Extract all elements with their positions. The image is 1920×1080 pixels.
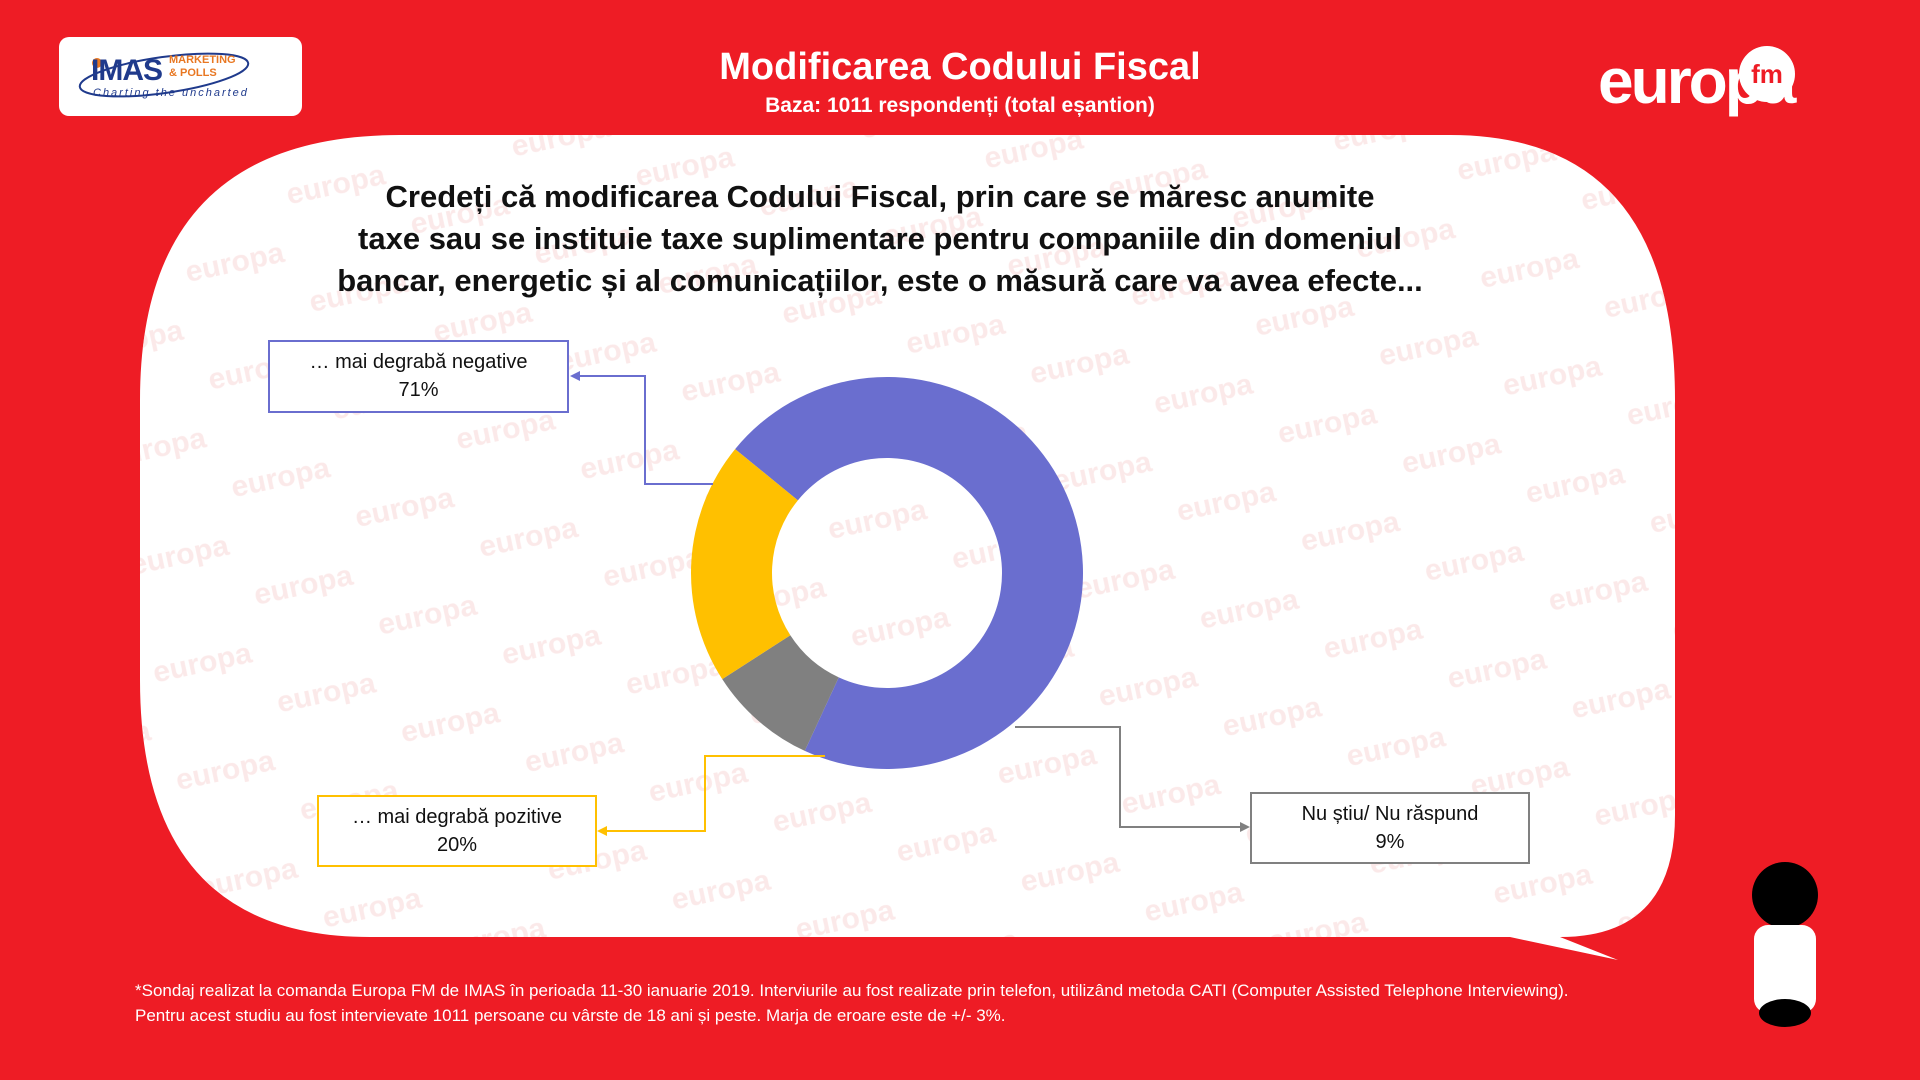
imas-sub-2: & POLLS [169, 67, 217, 79]
question-text: Credeți că modificarea Codului Fiscal, p… [160, 176, 1600, 302]
imas-orbit-swoosh [78, 52, 250, 98]
leader-line-positive [606, 755, 825, 832]
leader-arrow-unknown [1240, 822, 1250, 832]
imas-tagline: Charting the uncharted [93, 87, 249, 99]
imas-logo-subtext: MARKETING & POLLS [169, 54, 289, 80]
europa-fm-logo: europa fm [1598, 44, 1858, 122]
imas-logo-text: IMAS [91, 54, 163, 87]
slice-unknown [722, 635, 839, 751]
mascot-figure [1752, 862, 1818, 1027]
slice-positive [691, 449, 798, 680]
footnote: *Sondaj realizat la comanda Europa FM de… [135, 978, 1569, 1028]
page-title: Modificarea Codului Fiscal [719, 46, 1201, 88]
label-unknown: Nu știu/ Nu răspund 9% [1250, 792, 1530, 864]
label-positive-name: … mai degrabă pozitive [351, 806, 563, 828]
question-line-1: Credeți că modificarea Codului Fiscal, p… [385, 179, 1375, 214]
label-positive: … mai degrabă pozitive 20% [317, 795, 597, 867]
page-subtitle: Baza: 1011 respondenți (total eșantion) [765, 94, 1155, 117]
leader-line-unknown [1015, 726, 1240, 828]
question-line-3: bancar, energetic și al comunicațiilor, … [337, 263, 1423, 298]
footnote-line-1: *Sondaj realizat la comanda Europa FM de… [135, 981, 1569, 1000]
label-negative-value: 71% [398, 379, 439, 401]
leader-arrow-negative [570, 371, 580, 381]
slice-negative [735, 377, 1084, 769]
footnote-line-2: Pentru acest studiu au fost intervievate… [135, 1006, 1006, 1025]
europa-fm-badge: fm [1739, 46, 1795, 102]
leader-arrow-positive [597, 826, 607, 836]
label-negative: … mai degrabă negative 71% [268, 340, 569, 413]
imas-sub-1: MARKETING [169, 54, 236, 66]
question-line-2: taxe sau se instituie taxe suplimentare … [358, 221, 1402, 256]
imas-logo: IMAS MARKETING & POLLS Charting the unch… [59, 37, 302, 116]
label-unknown-value: 9% [1375, 831, 1405, 853]
label-unknown-name: Nu știu/ Nu răspund [1301, 803, 1479, 825]
label-positive-value: 20% [436, 834, 478, 856]
leader-line-negative [578, 375, 713, 485]
label-negative-name: … mai degrabă negative [309, 351, 528, 373]
